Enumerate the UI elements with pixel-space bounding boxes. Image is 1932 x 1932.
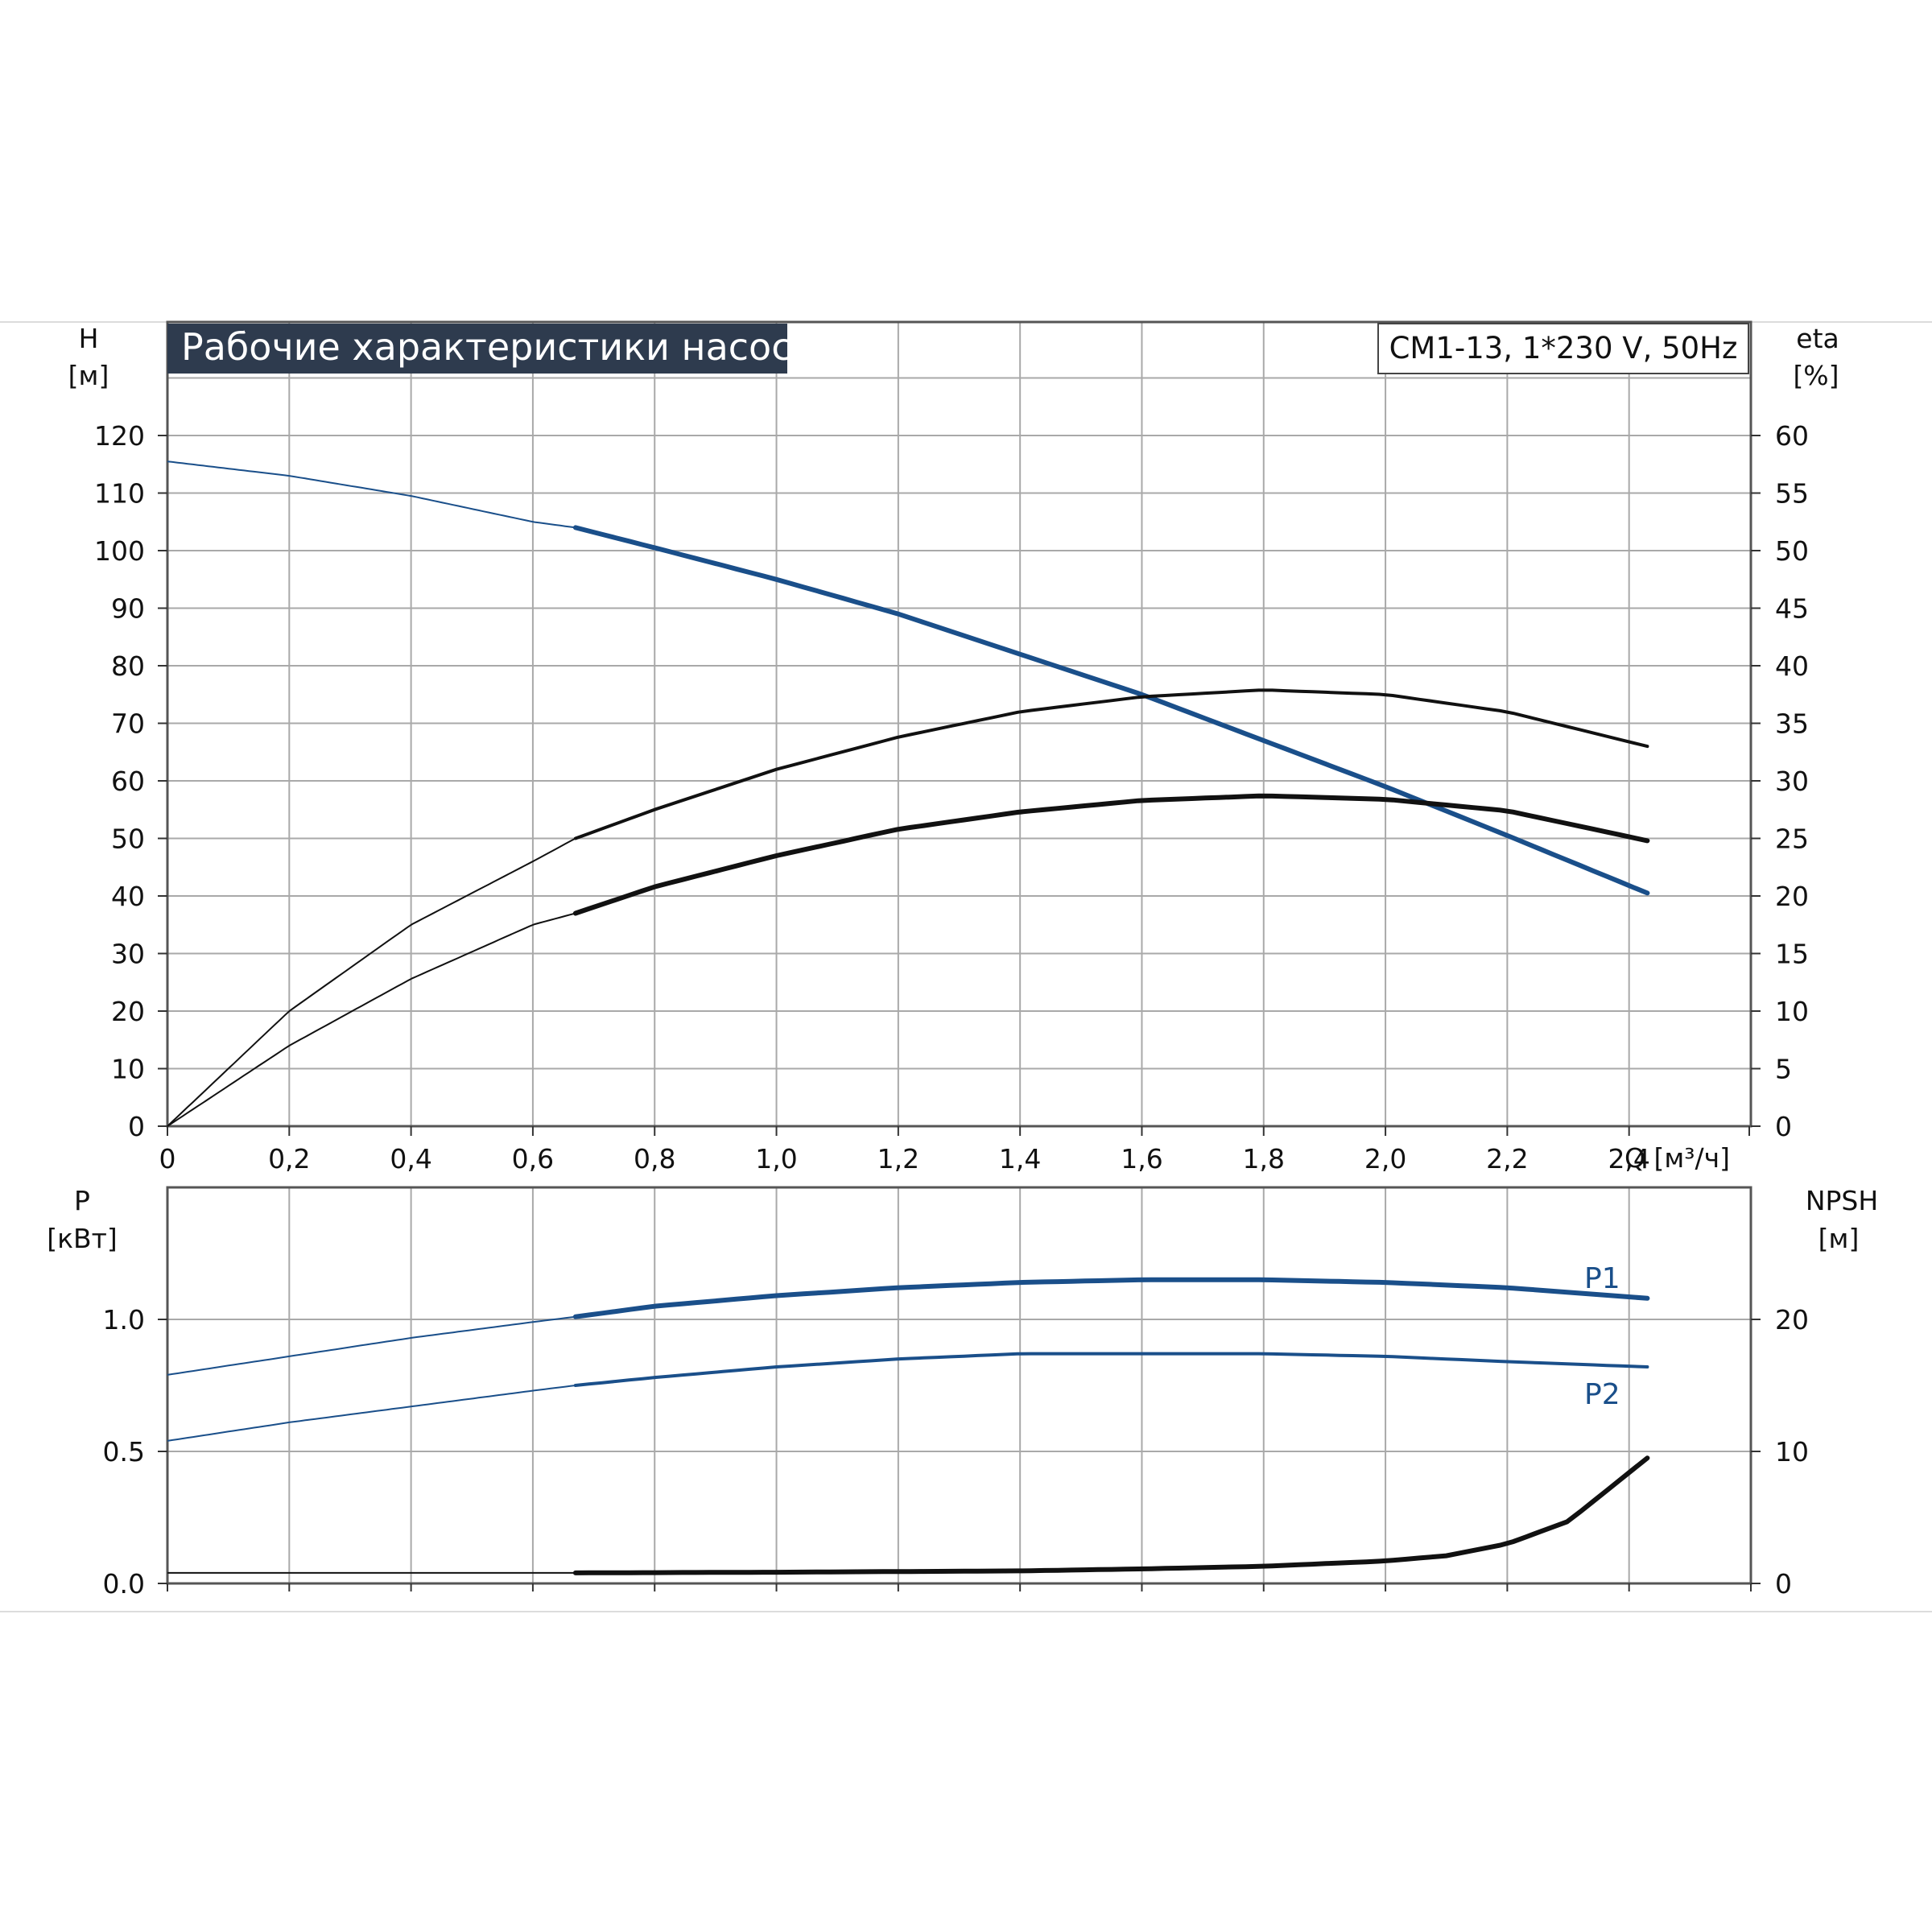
head-tick-label: 40 (111, 881, 145, 912)
eta-tick-label: 45 (1775, 593, 1809, 625)
eta-tick-label: 55 (1775, 478, 1809, 510)
x-tick-label: 0,4 (390, 1143, 431, 1174)
npsh-tick-label: 20 (1775, 1304, 1809, 1335)
head-tick-label: 80 (111, 650, 145, 682)
power-tick-label: 1.0 (103, 1304, 145, 1335)
eta-tick-label: 50 (1775, 535, 1809, 567)
x-tick-label: 2,4 (1608, 1143, 1649, 1174)
bottom-series (167, 1277, 1650, 1575)
eta-tick-label: 40 (1775, 650, 1809, 682)
eta-tick-label: 0 (1775, 1111, 1792, 1142)
npsh-tick-label: 10 (1775, 1436, 1809, 1468)
x-tick-label: 1,6 (1121, 1143, 1162, 1174)
head-axis-unit: [м] (68, 360, 109, 391)
x-tick-label: 0,6 (512, 1143, 554, 1174)
x-tick-label: 2,0 (1364, 1143, 1406, 1174)
p2-series-label: P2 (1584, 1378, 1620, 1411)
x-tick-label: 1,4 (999, 1143, 1041, 1174)
head-tick-label: 50 (111, 824, 145, 855)
model-box (1377, 323, 1749, 374)
curve-p1 (572, 1277, 1650, 1319)
curve-eta_lower-extended (167, 912, 576, 1127)
power-axis-symbol: P (74, 1185, 90, 1216)
x-tick-label: 2,2 (1486, 1143, 1528, 1174)
curve-p2-extended (167, 1385, 576, 1442)
curve-eta_upper (573, 688, 1649, 840)
power-axis-unit: [кВт] (47, 1223, 118, 1254)
x-tick-label: 1,8 (1243, 1143, 1285, 1174)
top-series (167, 460, 1650, 1127)
eta-axis-unit: [%] (1793, 360, 1839, 391)
head-tick-label: 30 (111, 939, 145, 970)
curve-npsh (572, 1455, 1650, 1575)
head-tick-label: 120 (94, 420, 145, 452)
head-tick-label: 90 (111, 593, 145, 625)
head-axis-symbol: H (79, 323, 99, 354)
curve-h (572, 525, 1650, 896)
p1-series-label: P1 (1584, 1262, 1620, 1295)
flow-axis-label: Q [м³/ч] (1624, 1142, 1730, 1174)
bottom-ticks: 0.0 0.5 1.0 0 10 20 (103, 1304, 1809, 1600)
head-tick-label: 100 (94, 535, 145, 567)
eta-tick-label: 60 (1775, 420, 1809, 452)
npsh-tick-label: 0 (1775, 1568, 1792, 1600)
title-box (167, 324, 787, 374)
x-tick-label: 0,8 (634, 1143, 675, 1174)
curve-eta_upper-extended (167, 837, 576, 1127)
eta-tick-label: 15 (1775, 939, 1809, 970)
power-tick-label: 0.5 (103, 1436, 145, 1468)
npsh-axis-unit: [м] (1818, 1223, 1860, 1254)
eta-tick-label: 20 (1775, 881, 1809, 912)
chart-title: Рабочие характеристики насоса (181, 325, 815, 369)
eta-axis-symbol: eta (1796, 323, 1839, 354)
curve-h-extended (167, 460, 576, 529)
top-grid (167, 322, 1751, 1126)
x-tick-label: 0 (159, 1143, 176, 1174)
npsh-axis-symbol: NPSH (1806, 1185, 1878, 1216)
eta-tick-label: 5 (1775, 1054, 1792, 1085)
eta-tick-label: 25 (1775, 824, 1809, 855)
x-tick-label: 1,2 (877, 1143, 919, 1174)
x-tick-label: 0,2 (268, 1143, 310, 1174)
head-tick-label: 60 (111, 766, 145, 797)
eta-tick-label: 35 (1775, 708, 1809, 740)
x-tick-label: 1,0 (755, 1143, 797, 1174)
head-tick-label: 10 (111, 1054, 145, 1085)
curve-p1-extended (167, 1315, 576, 1376)
bottom-grid (167, 1187, 1751, 1583)
model-label: CM1-13, 1*230 V, 50Hz (1389, 331, 1738, 365)
eta-tick-label: 30 (1775, 766, 1809, 797)
power-tick-label: 0.0 (103, 1568, 145, 1600)
head-tick-label: 70 (111, 708, 145, 740)
bottom-plot-frame (166, 1186, 1752, 1585)
head-tick-label: 20 (111, 996, 145, 1027)
curve-eta_lower (572, 793, 1650, 916)
top-ticks: 0 0,2 0,4 0,6 0,8 1,0 1,2 1,4 1,6 1,8 2,0 2,2 2,4 0 10… (94, 420, 1809, 1174)
eta-tick-label: 10 (1775, 996, 1809, 1027)
head-tick-label: 0 (128, 1111, 145, 1142)
curve-p2 (573, 1352, 1649, 1387)
head-tick-label: 110 (94, 478, 145, 510)
